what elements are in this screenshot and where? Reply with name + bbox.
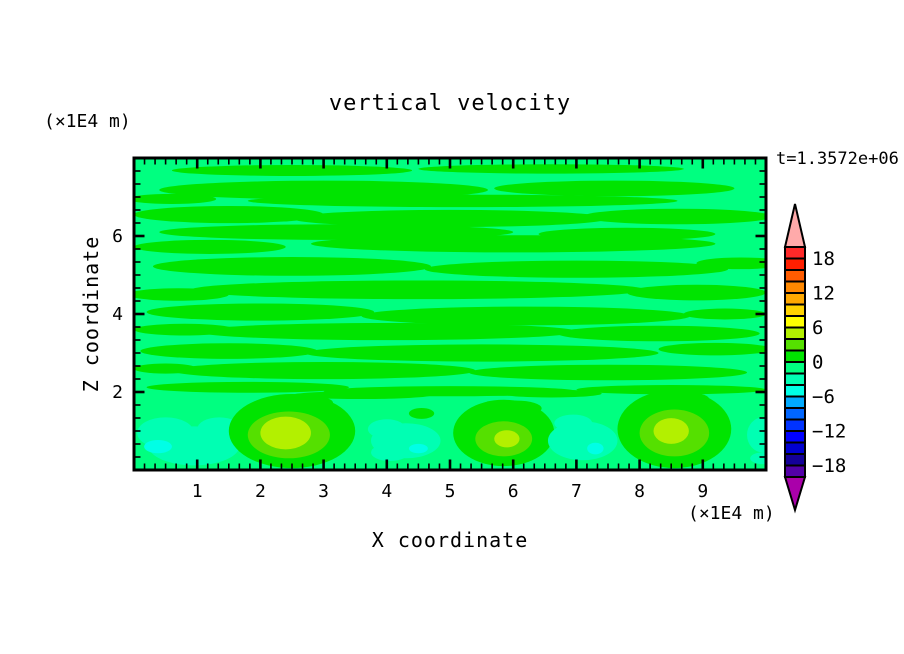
contour-stripe (247, 194, 678, 208)
contour-stripe (361, 306, 691, 326)
colorbar-cell (784, 453, 806, 467)
contour-stripe (424, 260, 729, 278)
colorbar-cell (784, 315, 806, 329)
updraft-cell-2 (494, 430, 520, 448)
x-tick-label: 4 (381, 481, 392, 502)
downdraft-patch-2 (367, 419, 406, 439)
x-tick-label: 9 (697, 481, 708, 502)
colorbar-cell (784, 372, 806, 386)
x-tick-label: 5 (445, 481, 456, 502)
colorbar-over-arrow (783, 203, 807, 248)
y-axis-title: Z coordinate (79, 235, 103, 393)
contour-stripe (171, 165, 413, 176)
colorbar-cell (784, 269, 806, 283)
plot-border (132, 156, 768, 472)
contour-stripe (134, 193, 217, 205)
contour-stripe (134, 205, 324, 224)
contour-stripe (683, 308, 766, 320)
contour-stripe (408, 407, 435, 419)
updraft-cell-1 (260, 416, 311, 450)
colorbar-cell (784, 384, 806, 398)
contour-stripe (146, 303, 375, 321)
y-axis-unit-label: (×1E4 m) (44, 111, 131, 132)
contour-stripe (557, 325, 760, 342)
colorbar-cell (784, 418, 806, 432)
x-tick-label: 1 (192, 481, 203, 502)
x-axis-title: X coordinate (371, 528, 529, 552)
contour-stripe (304, 344, 659, 362)
downdraft-patch-1 (137, 417, 195, 449)
contour-stripe (500, 389, 602, 398)
colorbar-cell (784, 303, 806, 317)
colorbar-cell (784, 361, 806, 375)
downdraft-patch-4 (747, 417, 766, 453)
updraft-cell-3 (653, 418, 689, 444)
contour-stripe (418, 164, 684, 174)
contour-stripe (468, 364, 748, 381)
colorbar-cell (784, 395, 806, 409)
contour-stripe (494, 180, 735, 197)
colorbar-tick-label: −6 (812, 386, 835, 408)
colorbar-cell (784, 430, 806, 444)
colorbar-cell (784, 338, 806, 352)
colorbar-cell (784, 407, 806, 421)
y-tick-label: 2 (112, 382, 123, 403)
colorbar-tick-label: 0 (812, 352, 823, 374)
downdraft-patch-3 (554, 414, 593, 432)
contour-stripe (197, 322, 577, 341)
contour-stripe (152, 257, 432, 276)
colorbar-cell (784, 257, 806, 271)
plot-title: vertical velocity (328, 91, 572, 116)
colorbar-cell (784, 349, 806, 363)
x-tick-label: 3 (318, 481, 329, 502)
downdraft-patch-1 (144, 439, 172, 454)
contour-stripe (292, 391, 432, 400)
time-stamp-label: t=1.3572e+06 (776, 149, 899, 169)
colorbar: 18 12 6 0 −6 −12 −18 (783, 203, 846, 514)
contour-stripe (146, 381, 349, 393)
contour-stripe (140, 343, 318, 359)
downdraft-patch-2 (371, 443, 409, 462)
contour-stripe (658, 342, 766, 356)
contour-stripe (626, 284, 766, 301)
contour-field (134, 158, 766, 470)
colorbar-tick-label: 18 (812, 248, 835, 270)
colorbar-cell (784, 326, 806, 340)
colorbar-tick-label: 12 (812, 283, 835, 305)
downdraft-patch-3 (587, 442, 604, 455)
contour-stripe (134, 239, 286, 254)
contour-stripe (159, 180, 488, 200)
contour-stripe (696, 257, 766, 270)
colorbar-under-arrow (783, 476, 807, 514)
contour-stripe (310, 235, 716, 253)
contour-stripe (292, 209, 608, 228)
x-tick-label: 8 (634, 481, 645, 502)
colorbar-cell (784, 441, 806, 455)
colorbar-cell (784, 246, 806, 260)
contour-stripe (582, 208, 766, 225)
x-tick-label: 6 (508, 481, 519, 502)
downdraft-patch-2 (408, 443, 428, 454)
x-tick-label: 7 (571, 481, 582, 502)
contour-stripe (576, 384, 766, 395)
colorbar-cell (784, 292, 806, 306)
colorbar-tick-label: 6 (812, 317, 823, 339)
contour-stripe (134, 288, 229, 301)
colorbar-cell (784, 464, 806, 478)
contour-stripe (190, 280, 646, 300)
contour-stripe (171, 361, 476, 380)
colorbar-tick-label: −18 (812, 455, 846, 477)
x-tick-label: 2 (255, 481, 266, 502)
colorbar-tick-label: −12 (812, 421, 846, 443)
colorbar-cell (784, 280, 806, 294)
y-tick-label: 4 (112, 304, 123, 325)
contour-stripe (134, 323, 236, 336)
y-tick-label: 6 (112, 226, 123, 247)
downdraft-patch-4 (750, 452, 766, 465)
contour-stripe (134, 363, 198, 374)
contour-stripe (159, 224, 514, 240)
x-axis-unit-label: (×1E4 m) (688, 503, 775, 524)
